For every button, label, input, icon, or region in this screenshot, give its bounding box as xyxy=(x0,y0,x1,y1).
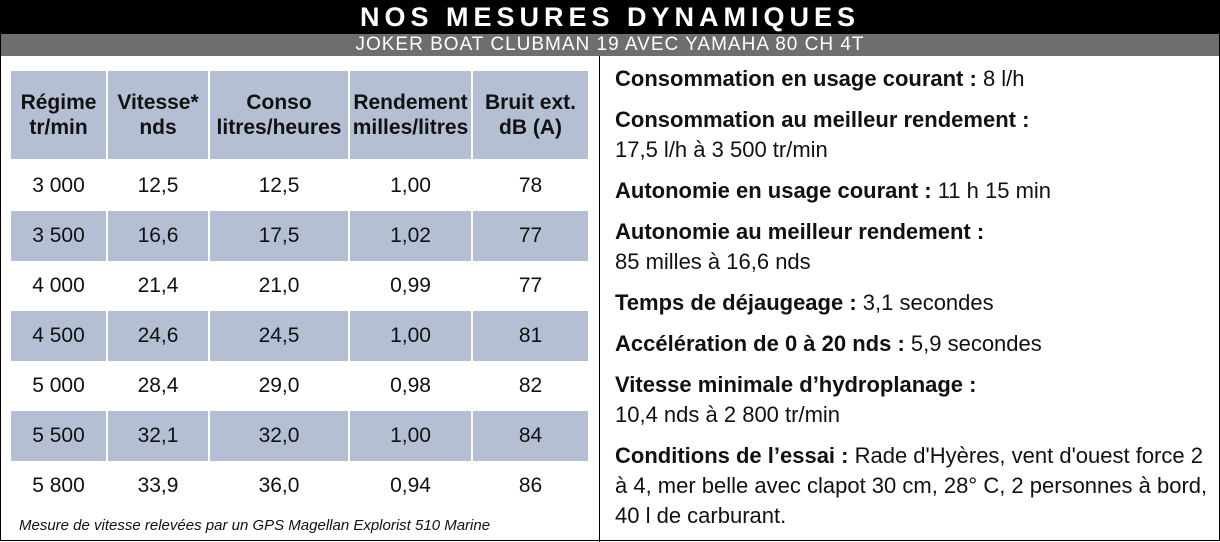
table-cell: 17,5 xyxy=(209,211,350,261)
spec-label: Accélération de 0 à 20 nds : xyxy=(615,331,905,356)
table-cell: 3 000 xyxy=(11,160,108,211)
table-cell: 28,4 xyxy=(107,361,210,411)
table-cell: 21,0 xyxy=(209,261,350,311)
spec-value: 17,5 l/h à 3 500 tr/min xyxy=(615,137,828,162)
table-row: 5 000 28,4 29,0 0,98 82 xyxy=(11,361,588,411)
spec-conso-courante: Consommation en usage courant : 8 l/h xyxy=(615,64,1215,94)
table-cell: 1,02 xyxy=(349,211,473,261)
page-title: NOS MESURES DYNAMIQUES xyxy=(1,1,1219,34)
table-cell: 29,0 xyxy=(209,361,350,411)
table-cell: 0,99 xyxy=(349,261,473,311)
column-header-conso: Conso litres/heures xyxy=(209,71,350,161)
table-header-row: Régime tr/min Vitesse* nds Conso litres/heu… xyxy=(11,71,588,161)
spec-label: Conditions de l’essai : xyxy=(615,443,849,468)
spec-label: Autonomie au meilleur rendement : xyxy=(615,219,985,244)
table-cell: 1,00 xyxy=(349,311,473,361)
measures-table-container: Régime tr/min Vitesse* nds Conso litres/heu… xyxy=(11,71,588,511)
table-cell: 4 000 xyxy=(11,261,108,311)
table-cell: 36,0 xyxy=(209,461,350,511)
table-cell: 4 500 xyxy=(11,311,108,361)
table-cell: 33,9 xyxy=(107,461,210,511)
table-cell: 24,5 xyxy=(209,311,350,361)
measures-table: Régime tr/min Vitesse* nds Conso litres/heu… xyxy=(11,71,588,511)
spec-dejaugeage: Temps de déjaugeage : 3,1 secondes xyxy=(615,288,1215,318)
table-row: 4 500 24,6 24,5 1,00 81 xyxy=(11,311,588,361)
table-cell: 77 xyxy=(472,211,588,261)
table-cell: 16,6 xyxy=(107,211,210,261)
table-cell: 82 xyxy=(472,361,588,411)
spec-autonomie-courante: Autonomie en usage courant : 11 h 15 min xyxy=(615,176,1215,206)
spec-value: 5,9 secondes xyxy=(904,331,1042,356)
column-header-bruit: Bruit ext. dB (A) xyxy=(472,71,588,161)
table-cell: 24,6 xyxy=(107,311,210,361)
table-row: 5 800 33,9 36,0 0,94 86 xyxy=(11,461,588,511)
table-cell: 5 000 xyxy=(11,361,108,411)
table-cell: 5 800 xyxy=(11,461,108,511)
table-cell: 5 500 xyxy=(11,411,108,461)
table-cell: 84 xyxy=(472,411,588,461)
spec-value: Rade d'Hyères, vent d'ouest force 2 à 4,… xyxy=(615,443,1208,528)
table-cell: 3 500 xyxy=(11,211,108,261)
table-row: 3 000 12,5 12,5 1,00 78 xyxy=(11,160,588,211)
page-subtitle: JOKER BOAT CLUBMAN 19 AVEC YAMAHA 80 CH … xyxy=(1,34,1219,56)
specs-list: Consommation en usage courant : 8 l/h Co… xyxy=(615,64,1215,542)
table-row: 4 000 21,4 21,0 0,99 77 xyxy=(11,261,588,311)
spec-label: Autonomie en usage courant : xyxy=(615,178,932,203)
table-cell: 86 xyxy=(472,461,588,511)
spec-acceleration: Accélération de 0 à 20 nds : 5,9 seconde… xyxy=(615,329,1215,359)
table-cell: 1,00 xyxy=(349,411,473,461)
column-divider xyxy=(599,56,600,542)
column-header-rendement: Rendement milles/litres xyxy=(349,71,473,161)
table-cell: 81 xyxy=(472,311,588,361)
spec-hydroplanage: Vitesse minimale d’hydroplanage : 10,4 nd… xyxy=(615,370,1215,430)
table-cell: 32,0 xyxy=(209,411,350,461)
table-cell: 0,94 xyxy=(349,461,473,511)
table-cell: 12,5 xyxy=(209,160,350,211)
spec-conso-rendement: Consommation au meilleur rendement : 17,5… xyxy=(615,105,1215,165)
table-cell: 77 xyxy=(472,261,588,311)
spec-label: Consommation au meilleur rendement : xyxy=(615,107,1030,132)
table-cell: 32,1 xyxy=(107,411,210,461)
table-row: 5 500 32,1 32,0 1,00 84 xyxy=(11,411,588,461)
column-header-vitesse: Vitesse* nds xyxy=(107,71,210,161)
spec-conditions: Conditions de l’essai : Rade d'Hyères, v… xyxy=(615,441,1215,531)
table-cell: 78 xyxy=(472,160,588,211)
spec-label: Temps de déjaugeage : xyxy=(615,290,857,315)
spec-label: Vitesse minimale d’hydroplanage : xyxy=(615,372,977,397)
spec-value: 11 h 15 min xyxy=(931,178,1052,203)
spec-value: 10,4 nds à 2 800 tr/min xyxy=(615,402,841,427)
spec-value: 3,1 secondes xyxy=(856,290,994,315)
spec-value: 8 l/h xyxy=(976,66,1025,91)
table-footnote: Mesure de vitesse relevées par un GPS Ma… xyxy=(19,517,491,534)
spec-autonomie-rendement: Autonomie au meilleur rendement : 85 mill… xyxy=(615,217,1215,277)
column-header-regime: Régime tr/min xyxy=(11,71,108,161)
table-cell: 1,00 xyxy=(349,160,473,211)
table-cell: 0,98 xyxy=(349,361,473,411)
spec-value: 85 milles à 16,6 nds xyxy=(615,249,811,274)
table-row: 3 500 16,6 17,5 1,02 77 xyxy=(11,211,588,261)
spec-label: Consommation en usage courant : xyxy=(615,66,977,91)
table-cell: 21,4 xyxy=(107,261,210,311)
table-cell: 12,5 xyxy=(107,160,210,211)
